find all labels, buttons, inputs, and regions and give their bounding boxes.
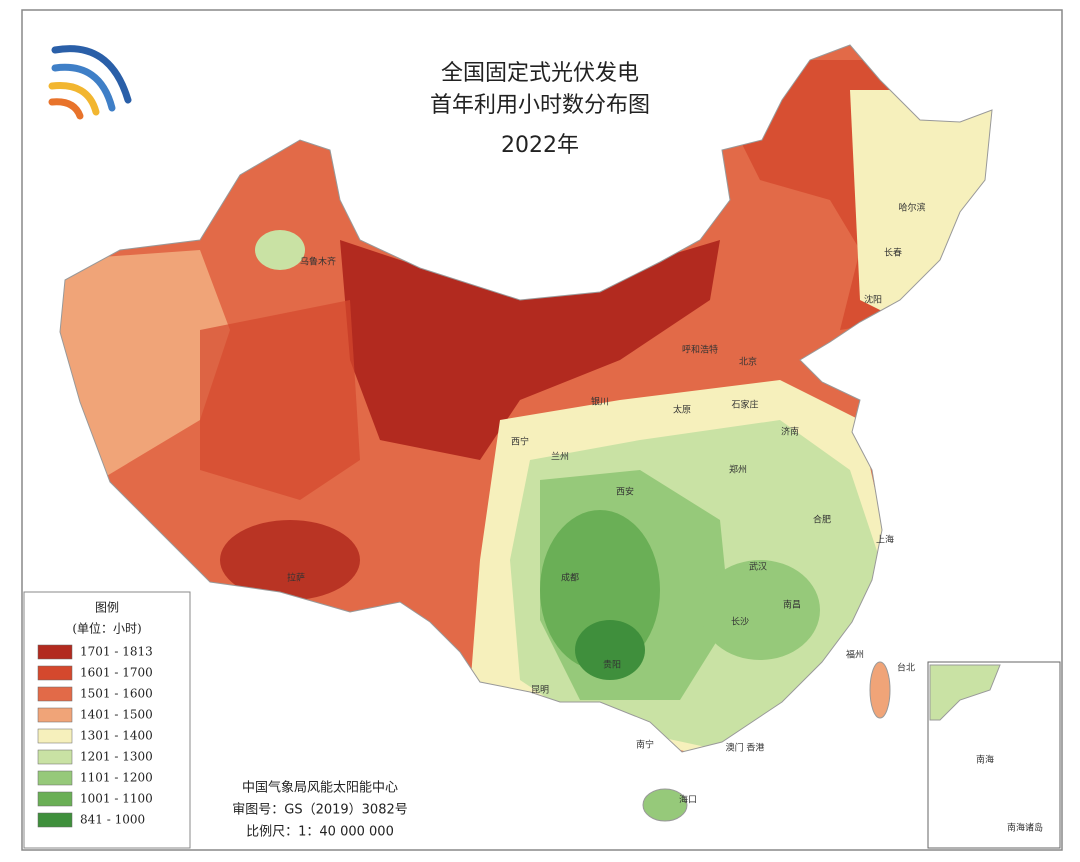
legend-swatch — [37, 812, 73, 828]
logo — [48, 45, 132, 120]
legend-label: 1301 - 1400 — [80, 729, 153, 743]
footer-approval: 审图号：GS（2019）3082号 — [232, 803, 408, 818]
legend-label: 1701 - 1813 — [80, 645, 153, 659]
city-label: 呼和浩特 — [682, 344, 718, 356]
city-label: 拉萨 — [287, 572, 305, 584]
city-label: 长沙 — [731, 616, 749, 628]
city-label: 南昌 — [783, 599, 801, 611]
city-label: 合肥 — [813, 514, 831, 526]
footer-scale: 比例尺：1：40 000 000 — [246, 825, 394, 840]
legend-label: 1401 - 1500 — [80, 708, 153, 722]
city-label: 西安 — [616, 486, 634, 498]
legend-label: 1101 - 1200 — [80, 771, 153, 785]
city-label: 福州 — [846, 649, 864, 661]
footer-source: 中国气象局风能太阳能中心 — [242, 780, 398, 796]
city-label: 成都 — [561, 572, 579, 584]
city-label: 乌鲁木齐 — [300, 256, 336, 268]
city-label: 昆明 — [531, 685, 549, 696]
legend-swatch — [37, 686, 73, 702]
city-label: 沈阳 — [864, 294, 882, 306]
legend-swatch — [37, 728, 73, 744]
taiwan — [869, 661, 891, 719]
inset-label: 南海诸岛 — [1007, 822, 1043, 834]
city-label: 海口 — [679, 794, 697, 806]
legend-swatch — [37, 707, 73, 723]
year: 2022年 — [501, 133, 579, 158]
legend-label: 1001 - 1100 — [80, 792, 153, 806]
city-label: 郑州 — [729, 464, 747, 476]
legend-swatch — [37, 644, 73, 660]
city-label: 太原 — [673, 404, 691, 416]
city-label: 哈尔滨 — [898, 202, 925, 214]
city-label: 石家庄 — [731, 399, 758, 411]
legend-label: 1601 - 1700 — [80, 666, 153, 680]
city-label: 澳门 香港 — [726, 742, 765, 754]
city-label: 兰州 — [551, 451, 569, 463]
legend-items: 1701 - 1813 1601 - 1700 1501 - 1600 1401 - … — [37, 644, 153, 828]
city-label: 北京 — [739, 356, 757, 368]
city-label: 西宁 — [511, 436, 529, 448]
city-label: 武汉 — [749, 561, 767, 573]
legend-swatch — [37, 791, 73, 807]
legend-label: 1201 - 1300 — [80, 750, 153, 764]
city-label: 长春 — [884, 247, 902, 259]
city-label: 南宁 — [636, 739, 654, 751]
legend-swatch — [37, 749, 73, 765]
legend-unit: (单位：小时) — [72, 621, 141, 636]
hainan — [642, 788, 688, 822]
legend-label: 841 - 1000 — [80, 813, 145, 827]
legend-swatch — [37, 665, 73, 681]
city-label: 贵阳 — [603, 659, 621, 671]
legend-title: 图例 — [95, 601, 119, 615]
city-label: 台北 — [897, 662, 915, 674]
city-label: 银川 — [591, 396, 609, 408]
inset-land — [929, 664, 1001, 721]
city-label: 上海 — [876, 534, 894, 546]
inset-sea: 南海 — [976, 754, 994, 766]
city-label: 济南 — [781, 426, 799, 438]
title: 全国固定式光伏发电 — [441, 61, 639, 86]
title: 首年利用小时数分布图 — [430, 93, 650, 118]
legend-swatch — [37, 770, 73, 786]
legend-label: 1501 - 1600 — [80, 687, 153, 701]
